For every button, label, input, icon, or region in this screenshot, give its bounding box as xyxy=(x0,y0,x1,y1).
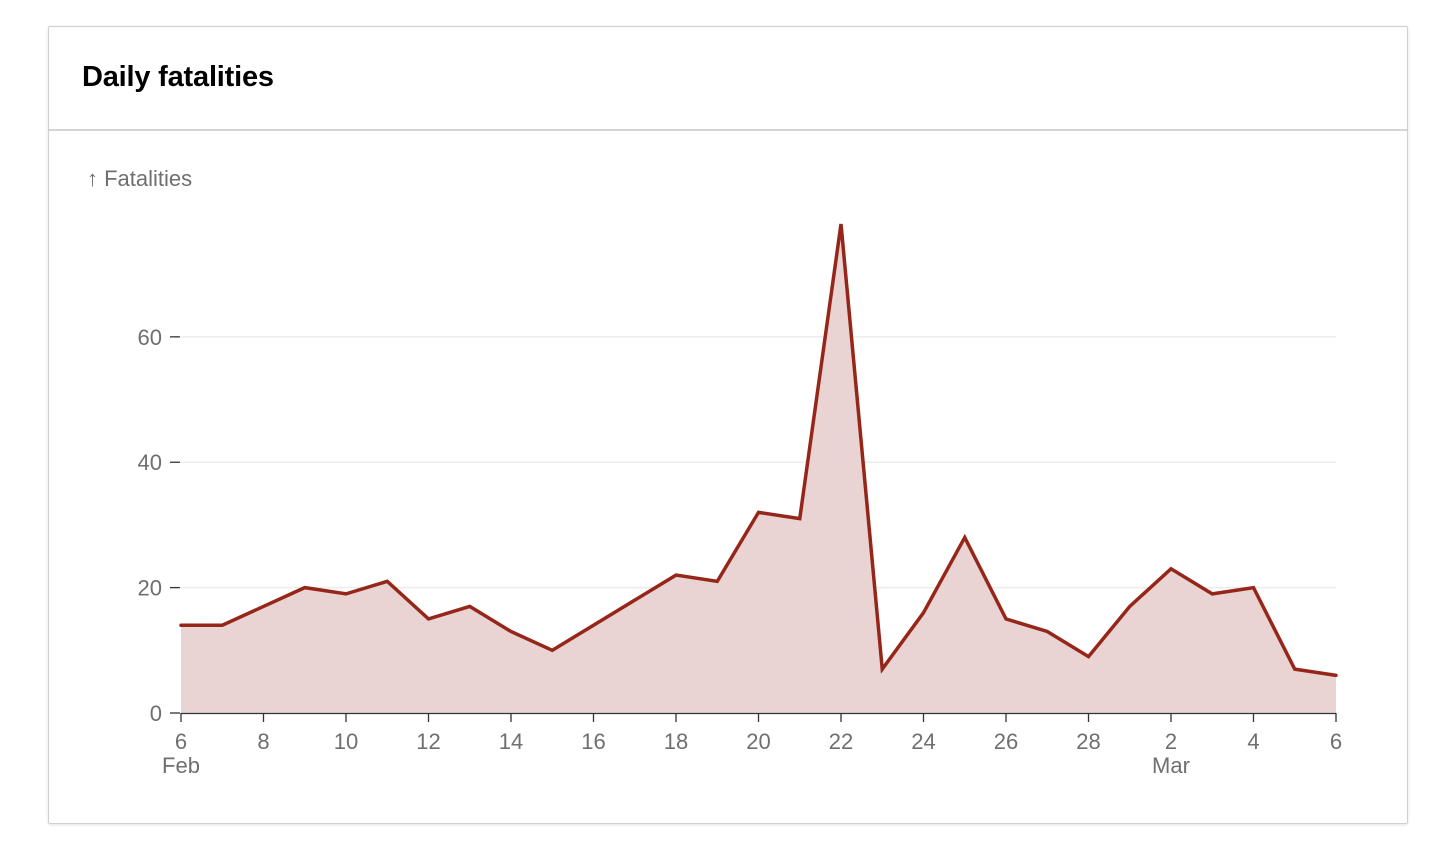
data-point xyxy=(303,586,307,590)
series-line-fatalities xyxy=(179,223,1338,678)
card-title: Daily fatalities xyxy=(82,61,274,93)
x-tick-label: 20 xyxy=(746,729,770,754)
x-tick-label: 16 xyxy=(581,729,605,754)
x-tick-label: 18 xyxy=(664,729,688,754)
data-point xyxy=(344,592,348,596)
y-tick-label: 60 xyxy=(138,325,162,350)
x-tick-label: 8 xyxy=(257,729,269,754)
x-tick-label: 22 xyxy=(829,729,853,754)
series-area-fill xyxy=(181,224,1336,713)
data-point xyxy=(922,611,926,615)
x-tick-label: 10 xyxy=(334,729,358,754)
data-point xyxy=(963,535,967,539)
x-tick-label: 28 xyxy=(1076,729,1100,754)
data-point xyxy=(1252,586,1256,590)
data-point xyxy=(1087,655,1091,659)
data-point xyxy=(633,598,637,602)
data-point xyxy=(220,623,224,627)
data-point xyxy=(427,617,431,621)
x-tick-label: 26 xyxy=(994,729,1018,754)
data-point xyxy=(592,623,596,627)
data-point xyxy=(262,604,266,608)
x-tick-label: 2 xyxy=(1165,729,1177,754)
data-point xyxy=(1334,673,1338,677)
x-tick-label: 12 xyxy=(416,729,440,754)
y-tick-label: 20 xyxy=(138,576,162,601)
data-point xyxy=(1210,592,1214,596)
x-tick-sublabel: Feb xyxy=(162,753,200,778)
data-point xyxy=(1293,667,1297,671)
data-point xyxy=(839,222,843,226)
x-tick-sublabel: Mar xyxy=(1152,753,1190,778)
data-point xyxy=(468,604,472,608)
data-point xyxy=(674,573,678,577)
data-point xyxy=(509,630,513,634)
data-point xyxy=(179,623,183,627)
x-tick-label: 4 xyxy=(1247,729,1259,754)
data-point xyxy=(798,517,802,521)
x-tick-label: 14 xyxy=(499,729,523,754)
y-axis-label: ↑ Fatalities xyxy=(87,166,192,191)
data-point xyxy=(715,579,719,583)
card-header: Daily fatalities xyxy=(49,27,1407,131)
x-tick-label: 6 xyxy=(175,729,187,754)
x-tick-label: 6 xyxy=(1330,729,1342,754)
y-tick-label: 40 xyxy=(138,450,162,475)
y-tick-label: 0 xyxy=(150,701,162,726)
data-point xyxy=(385,579,389,583)
x-tick-label: 24 xyxy=(911,729,935,754)
data-point xyxy=(1045,630,1049,634)
data-point xyxy=(757,510,761,514)
data-point xyxy=(550,648,554,652)
data-point xyxy=(1004,617,1008,621)
data-point xyxy=(1169,567,1173,571)
data-point xyxy=(880,667,884,671)
data-point xyxy=(1128,604,1132,608)
